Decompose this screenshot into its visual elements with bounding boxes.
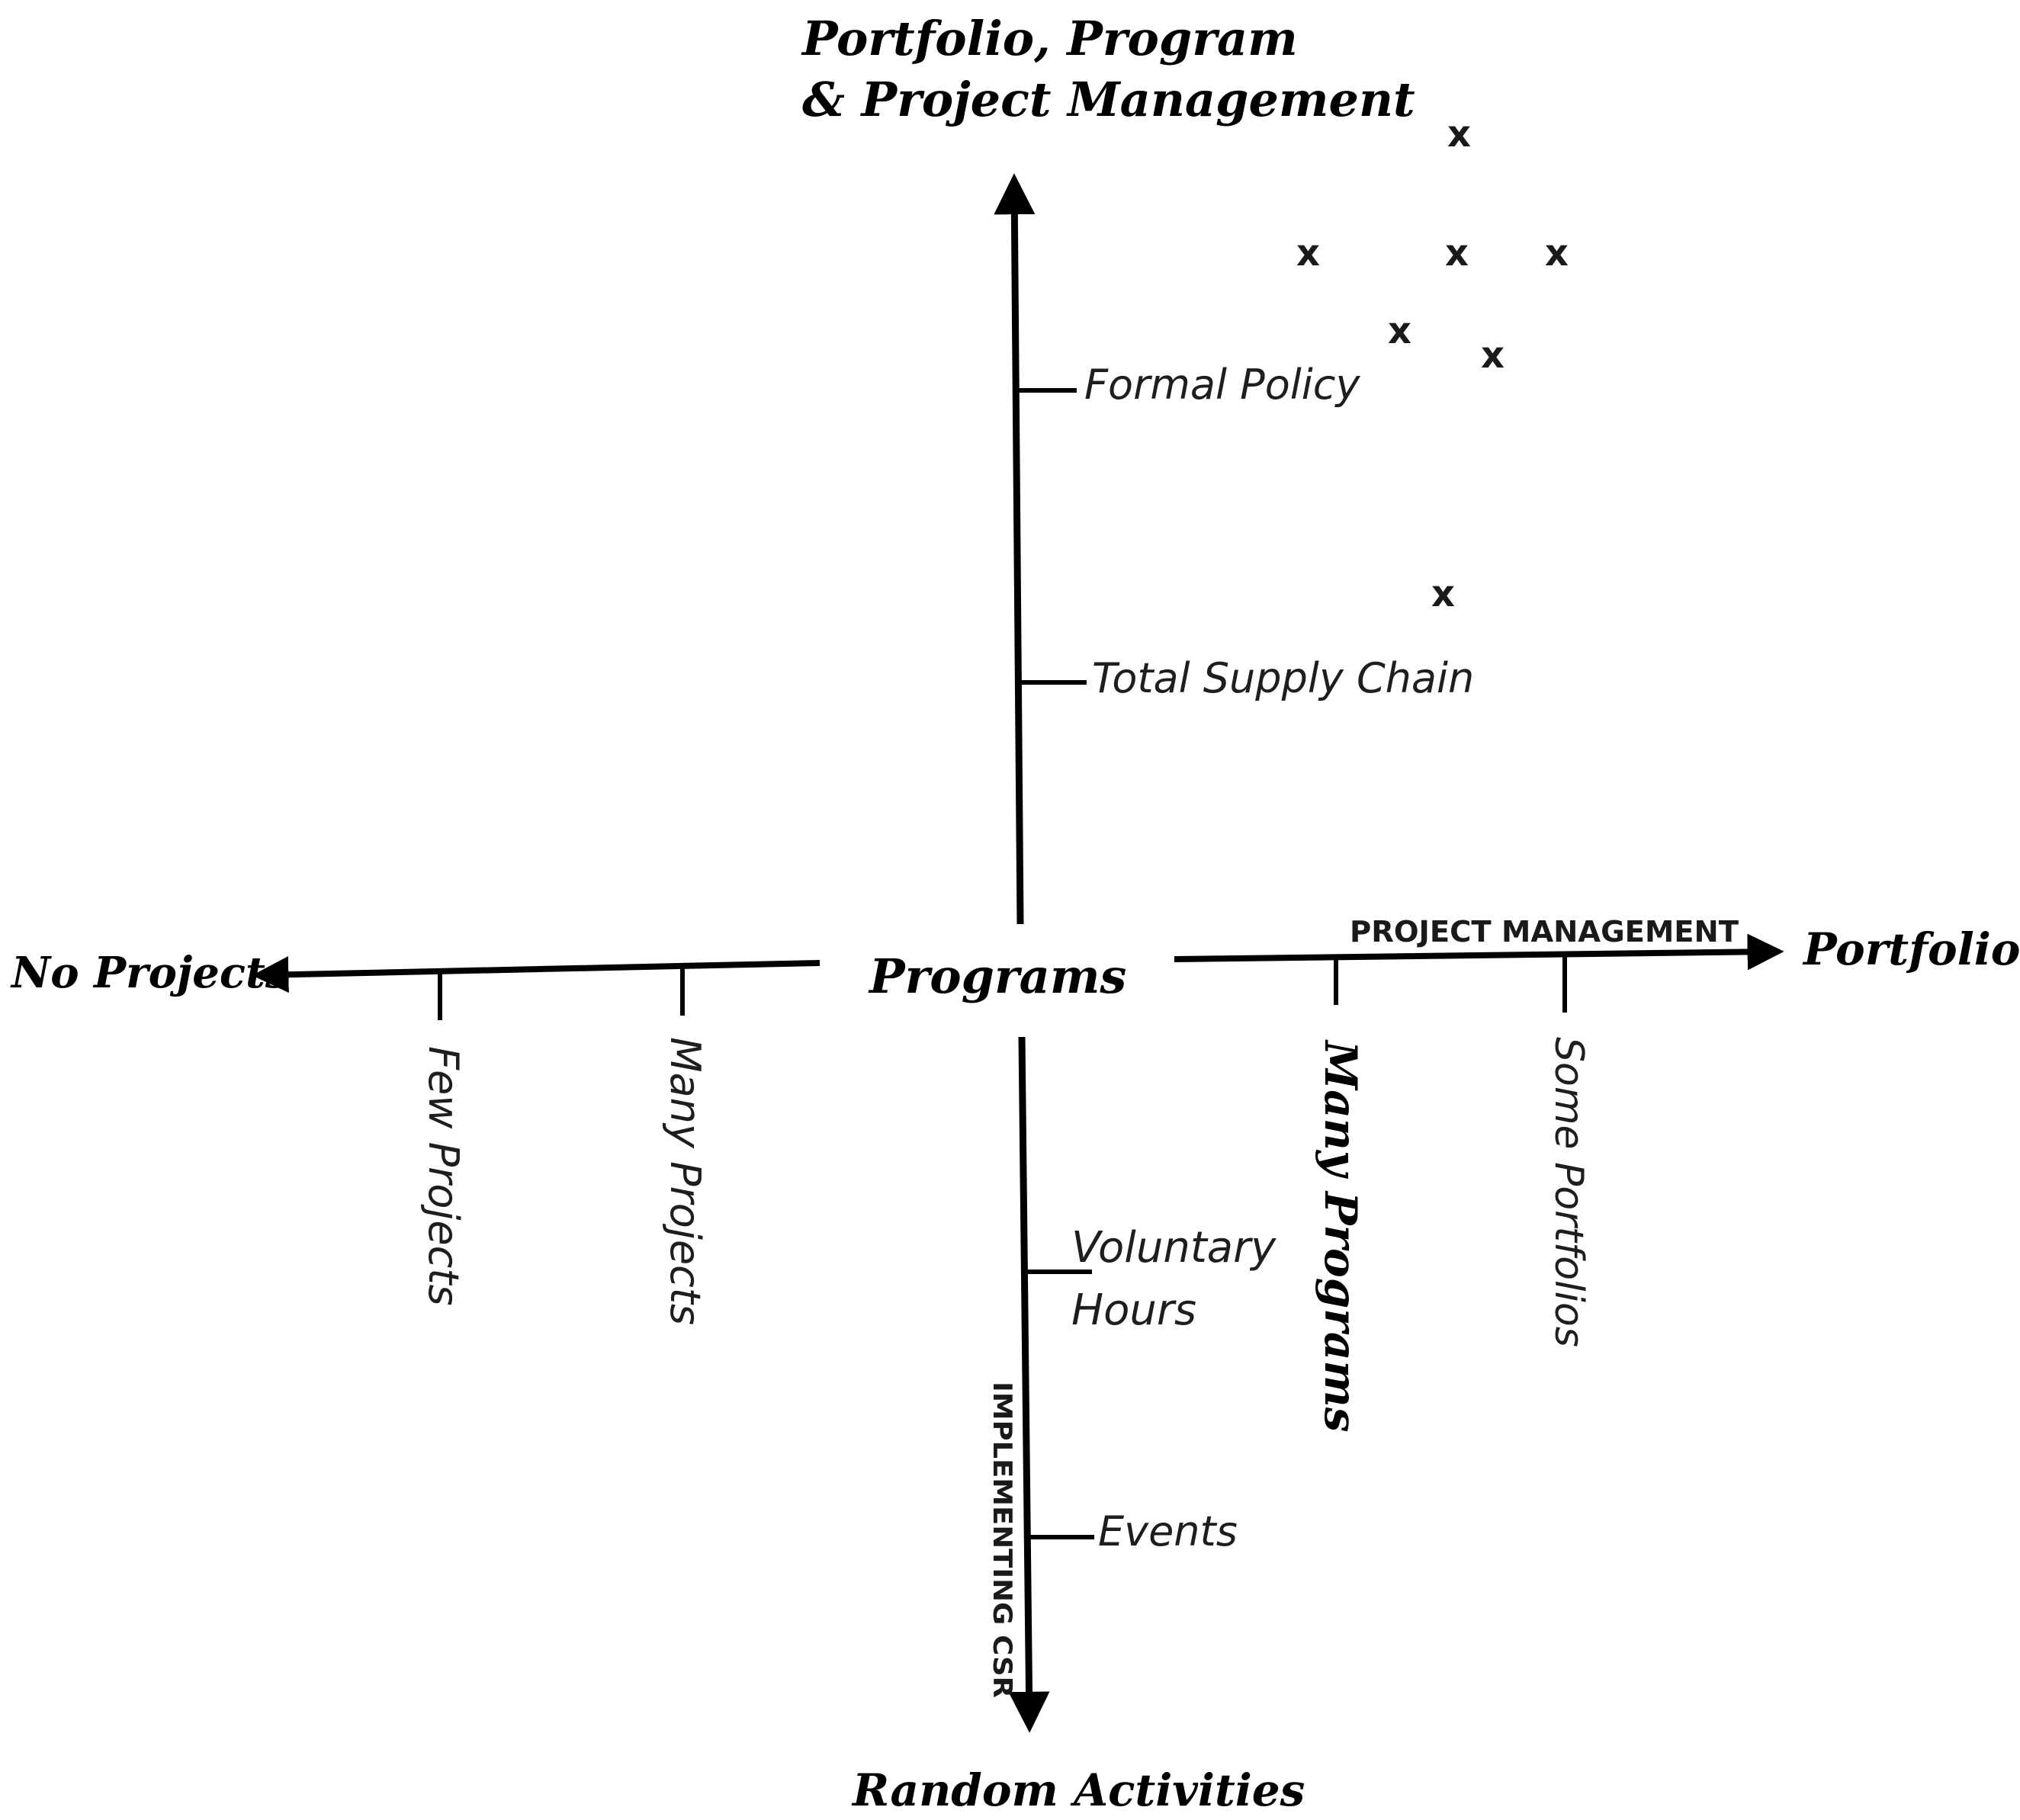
marker-1: x xyxy=(1447,113,1471,156)
tick-label-formal-policy: Formal Policy xyxy=(1084,361,1360,409)
horizontal-axis-left xyxy=(252,956,821,993)
left-axis-label: No Projects xyxy=(10,948,289,998)
right-axis-label: Portfolios xyxy=(1802,923,2020,975)
tick-label-events: Events xyxy=(1098,1507,1238,1555)
marker-3: x xyxy=(1445,232,1469,274)
top-axis-label-line2: & Project Management xyxy=(802,72,1415,127)
tick-label-few-projects: Few Projects xyxy=(419,1046,467,1306)
tick-label-many-programs: Many Programs xyxy=(1315,1039,1366,1432)
vertical-axis-title: IMPLEMENTING CSR xyxy=(987,1382,1017,1698)
marker-4: x xyxy=(1545,232,1569,274)
horizontal-axis-title: PROJECT MANAGEMENT xyxy=(1350,915,1739,949)
tick-label-many-projects: Many Projects xyxy=(661,1037,709,1325)
tick-label-voluntary-hours-line1: Voluntary xyxy=(1071,1223,1277,1273)
center-label: Programs xyxy=(868,949,1126,1004)
tick-label-total-supply-chain: Total Supply Chain xyxy=(1092,654,1474,702)
tick-label-some-portfolios: Some Portfolios xyxy=(1546,1037,1591,1347)
marker-6: x xyxy=(1481,334,1505,377)
tick-label-voluntary-hours-line2: Hours xyxy=(1071,1286,1196,1335)
marker-7: x xyxy=(1431,573,1455,615)
marker-2: x xyxy=(1296,232,1320,274)
top-axis-label-line1: Portfolio, Program xyxy=(801,11,1298,66)
horizontal-axis-right xyxy=(1174,933,1784,971)
vertical-axis-lower xyxy=(1008,1036,1050,1733)
marker-5: x xyxy=(1388,310,1411,352)
vertical-axis-upper xyxy=(994,173,1036,925)
bottom-axis-label: Random Activities xyxy=(851,1764,1305,1816)
